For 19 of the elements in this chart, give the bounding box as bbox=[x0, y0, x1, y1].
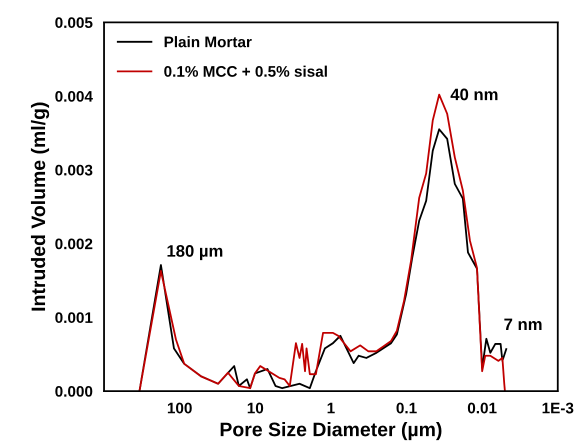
legend-label: Plain Mortar bbox=[164, 36, 252, 48]
y-tick-label: 0.001 bbox=[55, 312, 93, 324]
x-tick-label: 10 bbox=[248, 402, 264, 414]
y-tick-label: 0.005 bbox=[55, 17, 93, 28]
x-tick-label: 0.01 bbox=[468, 402, 497, 414]
annotation: 40 nm bbox=[450, 88, 498, 100]
x-tick-label: 1E-3 bbox=[542, 402, 574, 414]
x-tick-label: 0.1 bbox=[396, 402, 417, 414]
y-axis-title: Intruded Volume (ml/g) bbox=[30, 102, 50, 311]
x-tick-label: 100 bbox=[168, 402, 192, 414]
annotation: 180 µm bbox=[168, 245, 222, 260]
y-tick-label: 0.000 bbox=[55, 386, 92, 397]
annotation: 7 nm bbox=[504, 318, 542, 330]
y-tick-label: 0.004 bbox=[55, 90, 93, 102]
x-axis-title: Pore Size Diameter (µm) bbox=[220, 422, 442, 440]
y-tick-label: 0.003 bbox=[55, 164, 92, 176]
y-tick-label: 0.002 bbox=[55, 238, 92, 250]
x-tick-label: 1 bbox=[328, 402, 335, 414]
legend-label: 0.1% MCC + 0.5% sisal bbox=[164, 66, 327, 77]
